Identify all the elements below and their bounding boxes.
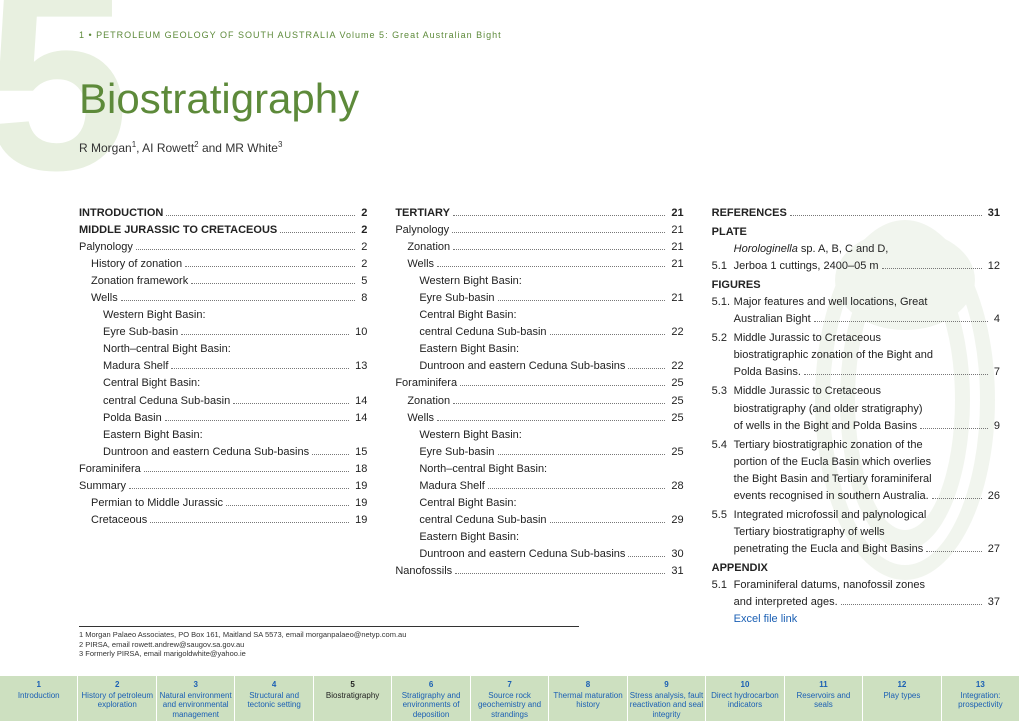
nav-chapter-12[interactable]: 12Play types xyxy=(863,676,941,721)
running-header: 1 • PETROLEUM GEOLOGY OF SOUTH AUSTRALIA… xyxy=(79,30,502,40)
nav-chapter-2[interactable]: 2History of petroleum exploration xyxy=(78,676,156,721)
nav-chapter-13[interactable]: 13Integration: prospectivity xyxy=(942,676,1020,721)
excel-file-link[interactable]: Excel file link xyxy=(734,613,798,625)
chapter-title: Biostratigraphy xyxy=(79,75,359,123)
nav-chapter-9[interactable]: 9Stress analysis, fault reactivation and… xyxy=(628,676,706,721)
chapter-nav-bar: 1Introduction2History of petroleum explo… xyxy=(0,675,1020,721)
footnotes: 1 Morgan Palaeo Associates, PO Box 161, … xyxy=(79,626,579,659)
nav-chapter-6[interactable]: 6Stratigraphy and environments of deposi… xyxy=(392,676,470,721)
nav-chapter-11[interactable]: 11Reservoirs and seals xyxy=(785,676,863,721)
table-of-contents: INTRODUCTION2MIDDLE JURASSIC TO CRETACEO… xyxy=(79,205,1000,628)
toc-column-3: REFERENCES31PLATE5.1Horologinella sp. A,… xyxy=(712,205,1000,628)
nav-chapter-10[interactable]: 10Direct hydrocarbon indicators xyxy=(706,676,784,721)
nav-chapter-1[interactable]: 1Introduction xyxy=(0,676,78,721)
nav-chapter-3[interactable]: 3Natural environment and environmental m… xyxy=(157,676,235,721)
authors: R Morgan1, AI Rowett2 and MR White3 xyxy=(79,140,282,155)
toc-column-2: TERTIARY21Palynology21Zonation21Wells21W… xyxy=(395,205,683,628)
nav-chapter-7[interactable]: 7Source rock geochemistry and strandings xyxy=(471,676,549,721)
toc-column-1: INTRODUCTION2MIDDLE JURASSIC TO CRETACEO… xyxy=(79,205,367,628)
nav-chapter-5[interactable]: 5Biostratigraphy xyxy=(314,676,392,721)
nav-chapter-8[interactable]: 8Thermal maturation history xyxy=(549,676,627,721)
nav-chapter-4[interactable]: 4Structural and tectonic setting xyxy=(235,676,313,721)
